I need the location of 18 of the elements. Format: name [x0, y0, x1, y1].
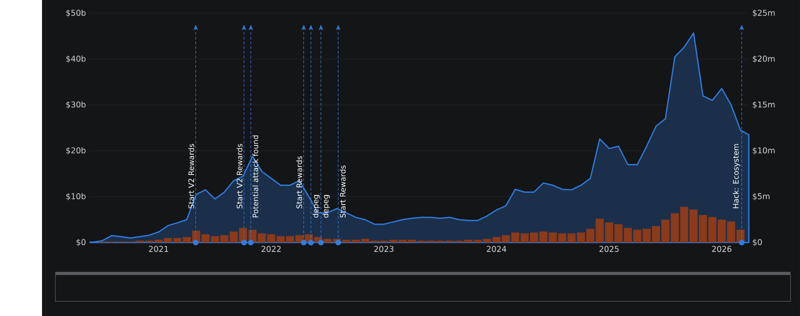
y-tick-label: $10b	[66, 192, 86, 200]
y-tick-label: $50b	[66, 9, 86, 17]
y2-tick-label: $10m	[752, 146, 775, 154]
x-tick-label: 2023	[374, 246, 394, 252]
y2-tick-label: $25m	[752, 9, 775, 17]
y-tick-label: $30b	[66, 101, 86, 108]
y-tick-label: $20b	[66, 146, 86, 154]
x-tick-label: 2026	[712, 246, 732, 252]
y-tick-label: $0	[76, 238, 86, 246]
x-tick-label: 2022	[262, 246, 281, 252]
y2-tick-label: $20m	[752, 55, 775, 63]
y2-tick-label: $5m	[752, 192, 770, 200]
y2-tick-label: $0	[752, 238, 762, 246]
y-tick-label: $40b	[66, 55, 86, 63]
y2-tick-label: $15m	[752, 101, 775, 108]
x-tick-label: 2025	[599, 246, 619, 252]
x-tick-label: 2024	[486, 246, 506, 252]
x-tick-label: 2021	[148, 246, 168, 252]
